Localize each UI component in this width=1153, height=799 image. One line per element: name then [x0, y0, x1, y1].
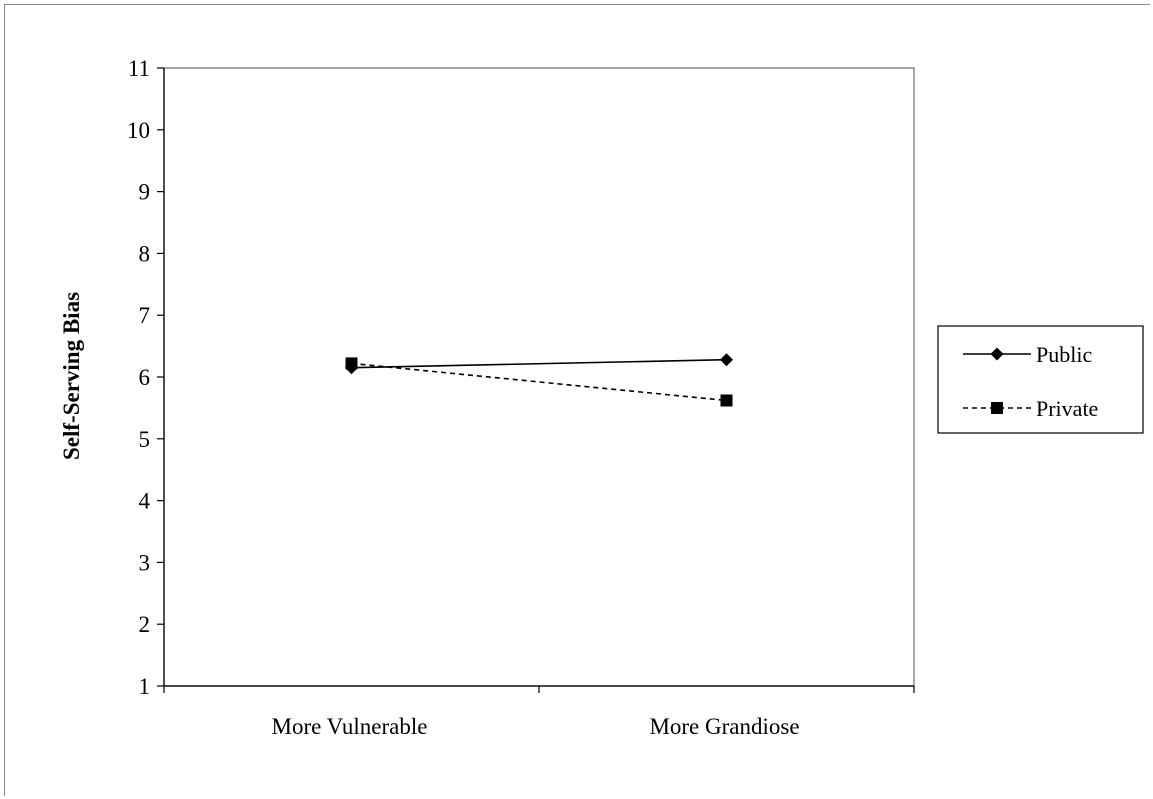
- series-line-private: [351, 362, 727, 402]
- y-tick-label: 11: [128, 56, 150, 81]
- series-layer: [345, 353, 733, 407]
- series-private: [345, 357, 733, 407]
- legend: Public Private: [937, 325, 1144, 434]
- y-tick-label: 6: [139, 365, 151, 390]
- y-tick-label: 5: [139, 427, 151, 452]
- y-axis-title: Self-Serving Bias: [59, 292, 84, 460]
- legend-label-public: Public: [1036, 342, 1092, 367]
- chart-frame: [4, 4, 1150, 796]
- y-tick-label: 3: [139, 550, 151, 575]
- legend-marker-public: [990, 347, 1004, 361]
- y-tick-label: 8: [139, 241, 151, 266]
- series-line-public: [351, 358, 727, 369]
- legend-box: [937, 325, 1144, 434]
- x-axis-ticks: More Vulnerable More Grandiose: [163, 686, 915, 739]
- legend-label-private: Private: [1036, 396, 1098, 421]
- legend-marker-private: [991, 402, 1003, 414]
- y-axis-ticks: 1 2 3 4 5 6 7 8 9 10 11: [127, 56, 164, 699]
- y-tick-label: 7: [139, 303, 151, 328]
- y-tick-label: 9: [139, 180, 151, 205]
- x-tick-label: More Grandiose: [649, 714, 799, 739]
- data-point-private: [345, 357, 358, 370]
- plot-area-border: [163, 67, 915, 687]
- y-tick-label: 4: [139, 489, 151, 514]
- y-tick-label: 10: [127, 118, 150, 143]
- series-public: [345, 353, 733, 375]
- y-tick-label: 1: [139, 674, 151, 699]
- y-tick-label: 2: [139, 612, 151, 637]
- data-point-public: [720, 353, 733, 367]
- x-tick-label: More Vulnerable: [272, 714, 428, 739]
- plot-axes: [163, 67, 915, 687]
- data-point-private: [720, 394, 733, 407]
